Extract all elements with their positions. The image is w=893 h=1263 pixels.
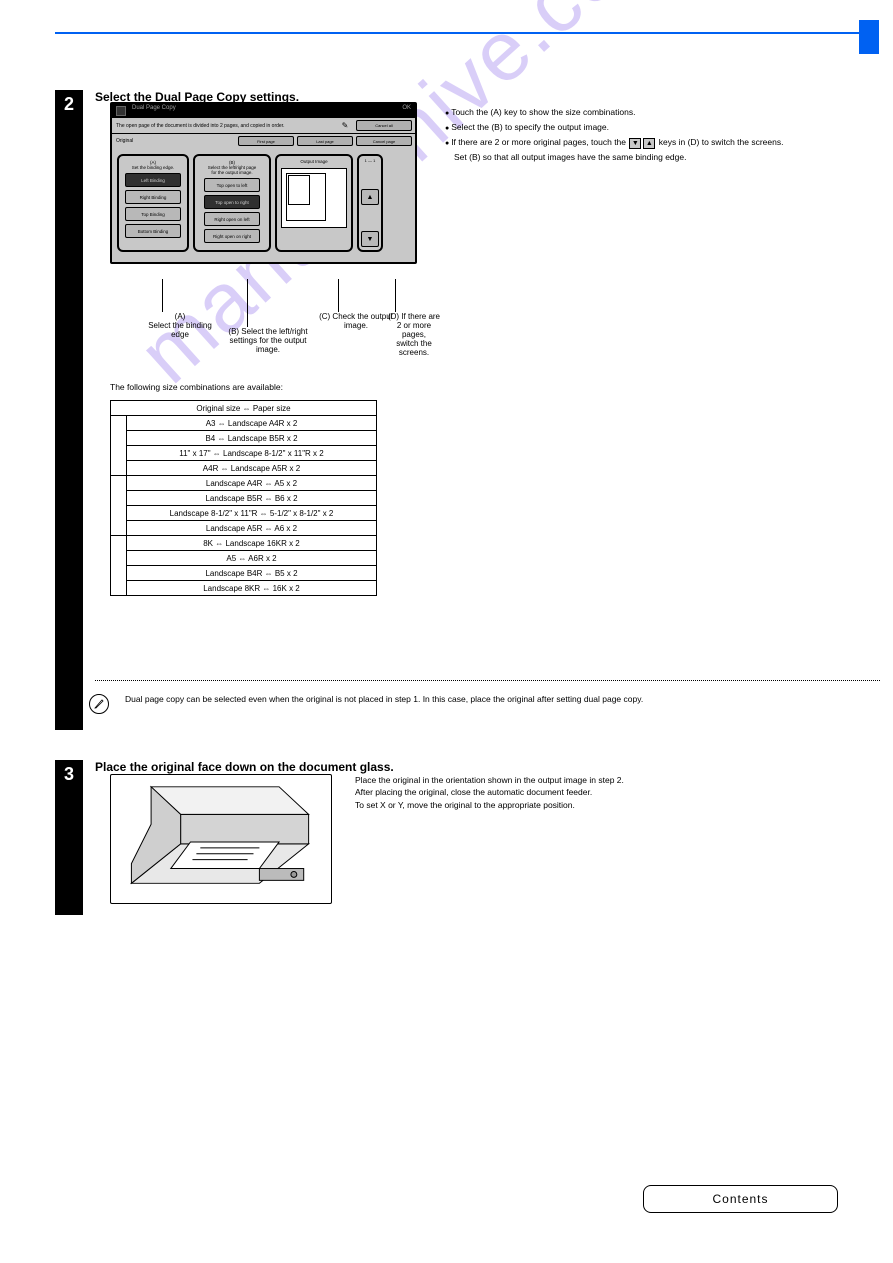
page-up-button[interactable]: ▲ [361, 189, 379, 205]
s3-line2: After placing the original, close the au… [355, 786, 855, 798]
s3-line1: Place the original in the orientation sh… [355, 774, 855, 786]
g0r1: B4 ⇔ Landscape B5R x 2 [127, 431, 377, 446]
note-text: Dual page copy can be selected even when… [125, 694, 845, 706]
col-a-btn-1[interactable]: Left Binding [125, 173, 181, 187]
panel-original-label: Original [116, 138, 238, 144]
panel-col-c: Output Image [275, 154, 353, 252]
panel-col-a-header: (A) Set the binding edge. [123, 160, 183, 170]
header-tab [859, 20, 879, 54]
step2-sidebar [55, 90, 83, 730]
step2-content: Select the Dual Page Copy settings. Dual… [95, 90, 855, 110]
panel-col-d: 1 — 1 ▲ ▼ [357, 154, 383, 252]
col-b-btn-4[interactable]: Right open on right [204, 229, 260, 243]
panel-chip-2[interactable]: Last page [297, 136, 353, 146]
col-b-btn-2[interactable]: Top open to right [204, 195, 260, 209]
g0r3: A4R ⇔ Landscape A5R x 2 [127, 461, 377, 476]
note-icon [89, 694, 109, 714]
contents-button[interactable]: Contents [643, 1185, 838, 1213]
rt-line3: If there are 2 or more original pages, t… [445, 136, 855, 149]
callout-d: (D) If there are 2 or more pages, switch… [384, 312, 444, 357]
col-a-btn-3[interactable]: Top Binding [125, 207, 181, 221]
rt-line3-prefix: If there are 2 or more original pages, t… [451, 137, 628, 147]
rt-line1: Touch the (A) key to show the size combi… [445, 106, 855, 119]
leader-d [395, 279, 396, 312]
grp-1-label [111, 476, 127, 536]
g2r1: A5 ⇔ A6R x 2 [127, 551, 377, 566]
leader-c [338, 279, 339, 312]
step3-content: Place the original face down on the docu… [95, 760, 855, 774]
combo-intro: The following size combinations are avai… [110, 382, 850, 394]
panel-caption: Dual Page Copy [132, 105, 176, 111]
step3-number: 3 [55, 760, 83, 788]
callout-b: (B) Select the left/right settings for t… [218, 327, 318, 354]
g0r0: A3 ⇔ Landscape A4R x 2 [127, 416, 377, 431]
rt-line2: Select the (B) to specify the output ima… [445, 121, 855, 134]
grp-2-label [111, 536, 127, 596]
key-down-icon: ▼ [629, 138, 641, 149]
panel-chip-1[interactable]: First page [238, 136, 294, 146]
panel-desc: The open page of the document is divided… [112, 123, 334, 129]
printer-illustration [110, 774, 332, 904]
panel-col-a: (A) Set the binding edge. Left Binding R… [117, 154, 189, 252]
panel-col-b: (B) Select the left/right page for the o… [193, 154, 271, 252]
grp-0-label [111, 416, 127, 476]
leader-a [162, 279, 163, 312]
step2-number: 2 [55, 90, 83, 118]
g1r0: Landscape A4R ⇔ A5 x 2 [127, 476, 377, 491]
panel-col-b-header: (B) Select the left/right page for the o… [199, 160, 265, 175]
page-down-button[interactable]: ▼ [361, 231, 379, 247]
col-b-btn-3[interactable]: Right open on left [204, 212, 260, 226]
col-b-btn-1[interactable]: Top open to left [204, 178, 260, 192]
g1r1: Landscape B5R ⇔ B6 x 2 [127, 491, 377, 506]
panel-cancel-all[interactable]: Cancel all [356, 120, 412, 131]
s3-line3: To set X or Y, move the original to the … [355, 799, 855, 811]
step2-right-text: Touch the (A) key to show the size combi… [445, 106, 855, 166]
step3-text: Place the original in the orientation sh… [355, 774, 855, 811]
tbl-header: Original size ⇔ Paper size [111, 401, 377, 416]
g2r3: Landscape 8KR ⇔ 16K x 2 [127, 581, 377, 596]
g2r2: Landscape B4R ⇔ B5 x 2 [127, 566, 377, 581]
col-a-btn-4[interactable]: Bottom Binding [125, 224, 181, 238]
chapter-header [0, 20, 893, 44]
panel-chip-3[interactable]: Cancel page [356, 136, 412, 146]
leader-b [247, 279, 248, 327]
col-a-btn-2[interactable]: Right Binding [125, 190, 181, 204]
rt-line4: Set (B) so that all output images have t… [454, 151, 855, 163]
g2r0: 8K ⇔ Landscape 16KR x 2 [127, 536, 377, 551]
size-table: Original size ⇔ Paper size A3 ⇔ Landscap… [110, 400, 377, 596]
step3-title: Place the original face down on the docu… [95, 760, 855, 774]
lcd-panel: Dual Page Copy OK The open page of the d… [110, 102, 417, 264]
key-up-icon: ▲ [643, 138, 655, 149]
panel-col-c-header: Output Image [281, 160, 347, 165]
page-indicator: 1 — 1 [365, 159, 376, 163]
divider-dots [95, 680, 880, 681]
panel-ok[interactable]: OK [402, 105, 411, 111]
g1r3: Landscape A5R ⇔ A6 x 2 [127, 521, 377, 536]
g1r2: Landscape 8-1/2" x 11"R ⇔ 5-1/2" x 8-1/2… [127, 506, 377, 521]
panel-glyph-icon: ✎ [338, 120, 352, 132]
header-rule [55, 20, 859, 34]
panel-corner-icon [116, 106, 126, 116]
output-preview [281, 168, 347, 228]
callout-a: (A) Select the binding edge [140, 312, 220, 339]
g0r2: 11" x 17" ⇔ Landscape 8-1/2" x 11"R x 2 [127, 446, 377, 461]
rt-line3-suffix: keys in (D) to switch the screens. [659, 137, 784, 147]
